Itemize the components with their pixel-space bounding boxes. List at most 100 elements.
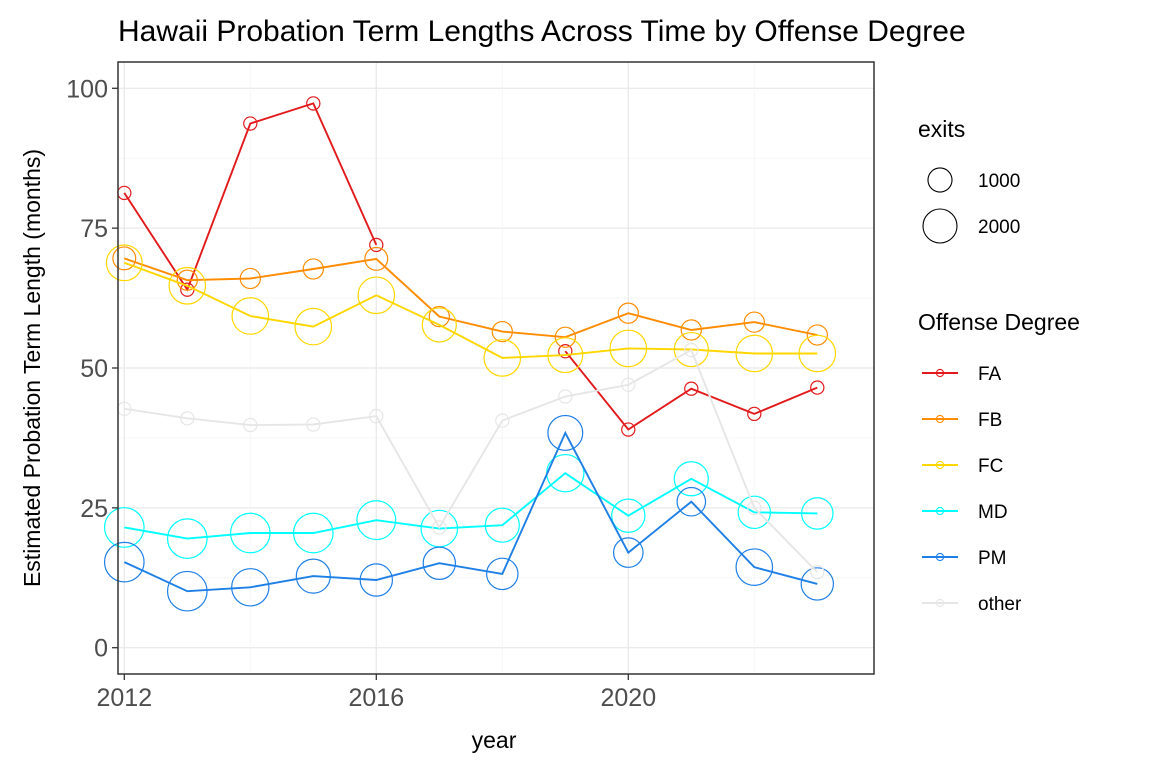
data-point — [432, 520, 447, 535]
series-line — [564, 350, 818, 431]
color-legend-key-point — [935, 506, 945, 516]
data-point — [612, 537, 644, 568]
data-point — [558, 344, 573, 359]
color-legend-label: FC — [978, 456, 1003, 477]
data-point — [484, 507, 520, 543]
data-point — [684, 342, 699, 358]
color-legend-title: Offense Degree — [918, 309, 1080, 335]
data-point — [243, 116, 258, 131]
data-point — [495, 413, 510, 428]
data-point — [747, 500, 762, 516]
color-legend-key-point — [935, 552, 945, 562]
data-point — [611, 498, 646, 533]
grid — [118, 62, 874, 674]
data-point — [609, 329, 648, 368]
data-point — [294, 307, 333, 346]
data-point — [421, 307, 457, 343]
data-point — [491, 320, 513, 343]
x-axis: 2012 2016 2020 — [96, 674, 656, 712]
data-point — [306, 417, 321, 432]
data-point — [486, 557, 519, 591]
data-point — [239, 267, 261, 290]
data-point — [617, 302, 639, 324]
series-other — [117, 342, 825, 580]
data-point — [364, 246, 389, 271]
data-point — [810, 380, 825, 395]
series-md — [103, 453, 834, 559]
data-point — [801, 497, 834, 530]
data-point — [105, 244, 143, 282]
color-legend-label: FA — [978, 364, 1002, 385]
data-point — [800, 567, 835, 601]
data-point — [180, 411, 195, 426]
color-legend: Offense Degree FA FB FC MD PM other — [918, 309, 1080, 615]
data-point — [369, 408, 384, 424]
data-point — [103, 541, 145, 583]
size-legend-symbol — [927, 167, 953, 193]
data-point — [737, 495, 772, 530]
color-legend-key-point — [935, 460, 945, 470]
size-legend-title: exits — [918, 116, 965, 142]
series-fa — [117, 96, 825, 437]
y-tick-label: 50 — [80, 355, 108, 383]
data-point — [369, 237, 384, 253]
data-point — [676, 486, 707, 517]
data-point — [680, 319, 702, 341]
data-point — [810, 565, 825, 580]
data-point — [231, 568, 270, 607]
series-fc — [105, 244, 837, 377]
data-point — [306, 96, 321, 111]
color-legend-key-point — [935, 598, 945, 608]
data-point — [558, 389, 573, 404]
y-tick-label: 25 — [80, 495, 108, 523]
data-point — [547, 337, 584, 374]
series-line — [123, 102, 378, 292]
data-point — [483, 339, 522, 377]
size-legend-symbol — [922, 208, 958, 244]
data-point — [229, 512, 271, 554]
y-axis-title: Estimated Probation Term Length (months) — [19, 149, 45, 587]
data-point — [231, 297, 270, 335]
data-point — [743, 311, 765, 333]
data-point — [428, 305, 450, 328]
data-point — [735, 548, 774, 586]
color-legend-label: PM — [978, 548, 1007, 569]
y-tick-label: 75 — [80, 215, 108, 243]
series-line — [123, 261, 818, 359]
data-point — [673, 331, 709, 368]
series-pm — [103, 414, 835, 612]
data-point — [243, 417, 258, 433]
data-point — [176, 269, 198, 291]
data-point — [673, 461, 709, 497]
data-point — [302, 258, 324, 280]
series-layer — [103, 96, 837, 612]
data-point — [295, 558, 331, 594]
data-point — [684, 381, 699, 396]
data-point — [621, 422, 636, 437]
data-point — [168, 266, 207, 305]
data-point — [357, 276, 396, 315]
data-point — [554, 326, 576, 348]
color-legend-label: FB — [978, 410, 1002, 431]
y-axis: 0 25 50 75 100 — [66, 75, 118, 663]
data-point — [166, 518, 208, 559]
data-point — [166, 570, 208, 612]
x-tick-label: 2020 — [600, 684, 656, 712]
data-point — [621, 377, 636, 392]
color-legend-label: MD — [978, 502, 1008, 523]
series-line — [124, 472, 818, 540]
series-line — [124, 348, 818, 573]
data-point — [735, 334, 774, 373]
size-legend-label: 2000 — [978, 217, 1020, 238]
data-point — [422, 546, 457, 580]
data-point — [112, 246, 137, 271]
y-tick-label: 0 — [94, 635, 108, 663]
x-tick-label: 2016 — [348, 684, 404, 712]
series-fb — [112, 246, 828, 348]
color-legend-label: other — [978, 594, 1022, 615]
color-legend-key-point — [935, 414, 945, 424]
series-line — [123, 430, 818, 593]
data-point — [356, 500, 397, 541]
data-point — [547, 414, 584, 451]
